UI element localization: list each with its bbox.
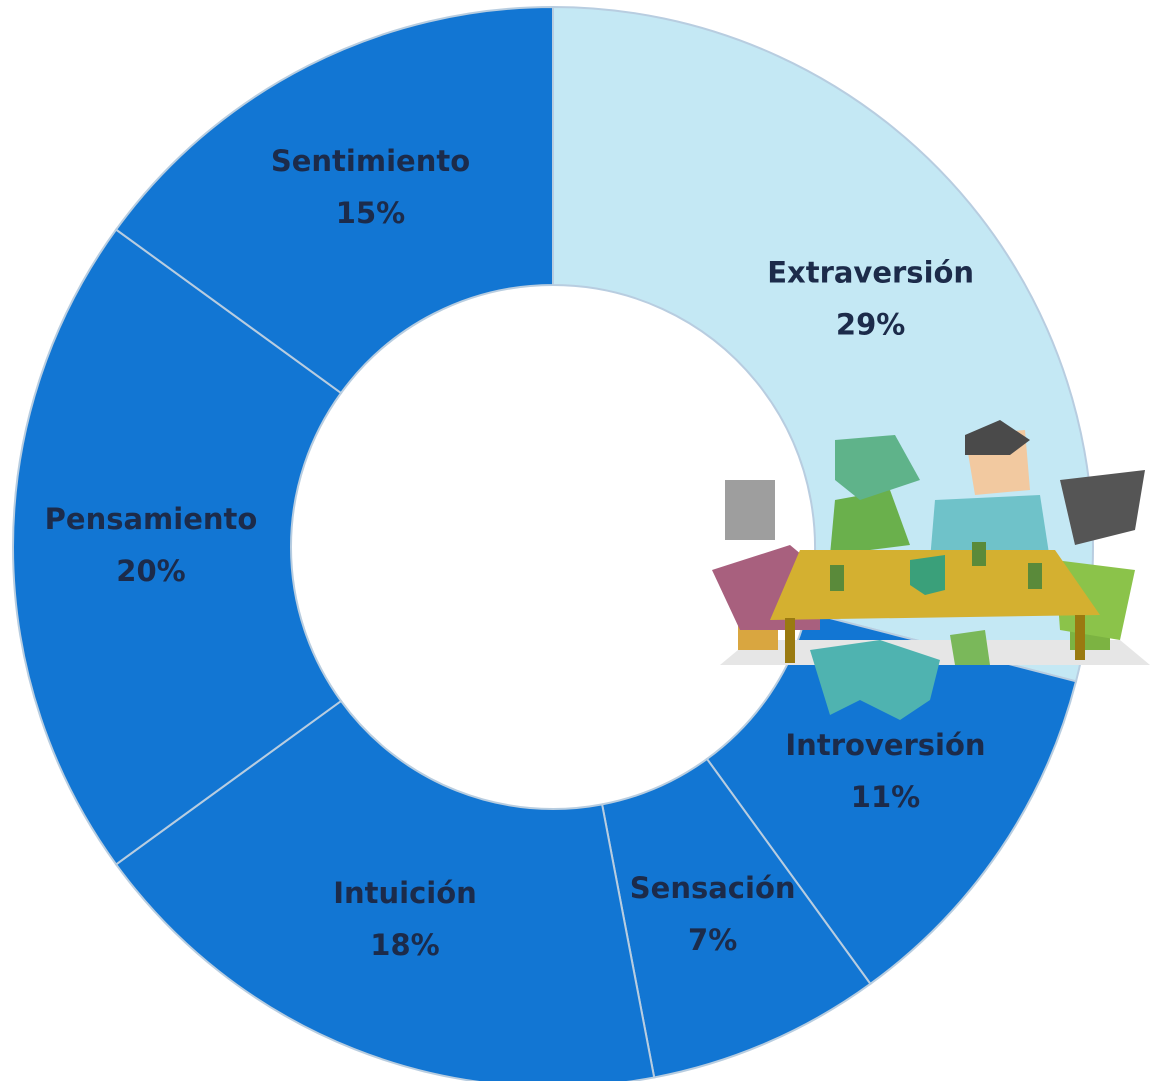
table-leg (785, 618, 795, 663)
value-label: 15% (336, 196, 405, 230)
category-label: Pensamiento (45, 502, 258, 536)
value-label: 7% (688, 923, 737, 957)
category-label: Intuición (333, 876, 477, 910)
chart: Extraversión 29% Introversión 11% Sensación 7… (0, 0, 1161, 1081)
donut (13, 7, 1093, 1081)
person-head (1060, 470, 1145, 545)
cup (972, 542, 986, 566)
cat (950, 630, 990, 665)
page: {"chart_data": {"type": "donut", "catego… (0, 0, 1161, 1081)
category-label: Sentimiento (271, 144, 470, 178)
value-label: 11% (851, 780, 920, 814)
category-label: Extraversión (767, 256, 974, 290)
value-label: 20% (116, 554, 185, 588)
cup (1028, 563, 1042, 589)
cup (830, 565, 844, 591)
value-label: 29% (836, 308, 905, 342)
person-head (725, 480, 775, 540)
category-label: Introversión (785, 728, 985, 762)
table-leg (1075, 615, 1085, 660)
value-label: 18% (370, 928, 439, 962)
category-label: Sensación (630, 871, 796, 905)
